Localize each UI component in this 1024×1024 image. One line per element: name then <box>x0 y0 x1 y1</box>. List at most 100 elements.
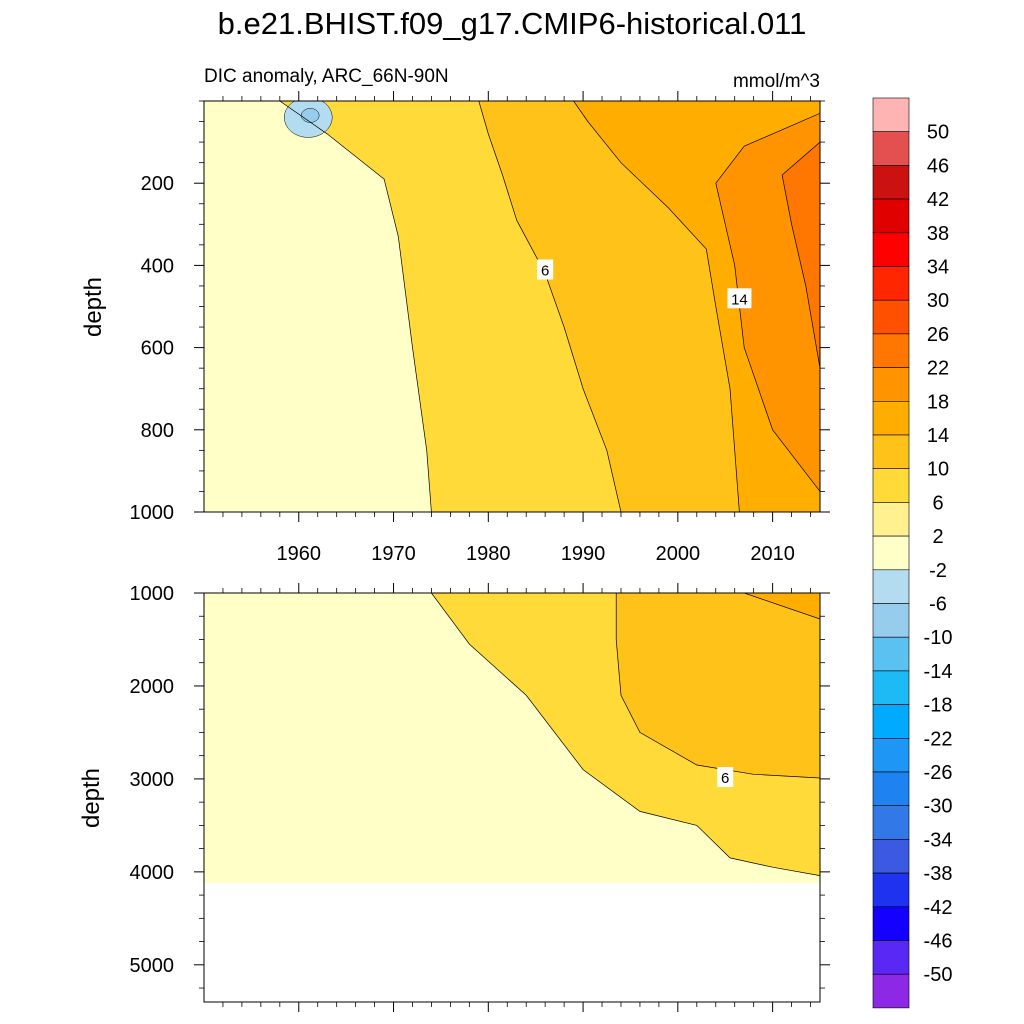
colorbar: 50 46 42 38 34 30 26 22 18 14 10 6 2 -2 -6 -10 -14 -18 -22… <box>872 97 953 1009</box>
panel-title-right: mmol/m^3 <box>733 71 820 92</box>
y-tick-label: 5000 <box>130 955 175 977</box>
x-tick-label: 1960 <box>277 543 322 565</box>
colorbar-label: 10 <box>927 459 949 481</box>
colorbar-label: -34 <box>924 829 953 851</box>
colorbar-box <box>872 131 910 166</box>
contour-fills-upper <box>204 101 820 512</box>
colorbar-box <box>872 333 910 368</box>
colorbar-label: -26 <box>924 762 953 784</box>
contour-label-text: 6 <box>721 770 729 787</box>
colorbar-label: -50 <box>924 964 953 986</box>
fill-above-6 <box>616 593 820 778</box>
x-tick-label: 1990 <box>561 543 606 565</box>
colorbar-box <box>872 266 910 301</box>
colorbar-box <box>872 737 910 773</box>
colorbar-box <box>872 704 910 739</box>
colorbar-label: 30 <box>927 290 949 312</box>
colorbar-box <box>872 367 910 402</box>
y-axis-label-upper: depth <box>80 277 107 337</box>
contour-lines-upper: 6 14 <box>279 101 820 512</box>
contour-lines-lower: 6 <box>431 593 820 876</box>
colorbar-label: 46 <box>927 155 949 177</box>
colorbar-label: 38 <box>927 223 949 245</box>
panel-upper: DIC anomaly, ARC_66N-90N mmol/m^3 depth … <box>80 66 830 565</box>
colorbar-box <box>872 232 910 267</box>
axes-upper: 200 400 600 800 1000 1960 1970 1980 1990 2000 2010 <box>130 91 830 565</box>
contour-line-2 <box>279 101 432 512</box>
panel-lower: depth 6 1000 2000 3000 4000 5000 <box>78 583 830 1012</box>
colorbar-box <box>872 468 910 503</box>
contour-line-10 <box>573 101 740 512</box>
colorbar-box <box>872 670 910 705</box>
contour-line-14 <box>715 112 820 492</box>
x-tick-label: 1970 <box>371 543 416 565</box>
colorbar-box <box>872 940 910 975</box>
colorbar-box <box>872 502 910 537</box>
colorbar-label: -14 <box>924 661 953 683</box>
colorbar-box <box>872 973 910 1009</box>
colorbar-label: -46 <box>924 931 953 953</box>
colorbar-label: 26 <box>927 324 949 346</box>
panel-title-left: DIC anomaly, ARC_66N-90N <box>204 66 449 87</box>
colorbar-label: -38 <box>924 863 953 885</box>
axes-lower: 1000 2000 3000 4000 5000 <box>130 583 830 1012</box>
colorbar-box <box>872 839 910 874</box>
colorbar-box <box>872 198 910 234</box>
colorbar-box <box>872 299 910 335</box>
colorbar-label: -2 <box>929 560 947 582</box>
colorbar-box <box>872 771 910 807</box>
colorbar-label: -18 <box>924 695 953 717</box>
no-data-region <box>204 883 820 1002</box>
colorbar-label: 34 <box>927 257 949 279</box>
contour-line-10 <box>744 593 820 620</box>
colorbar-label: 50 <box>927 122 949 144</box>
colorbar-box <box>872 603 910 638</box>
colorbar-label: 14 <box>927 425 949 447</box>
x-tick-label: 2000 <box>656 543 701 565</box>
colorbar-box <box>872 400 910 436</box>
colorbar-box <box>872 569 910 604</box>
x-tick-label: 2010 <box>750 543 795 565</box>
x-tick-label: 1980 <box>466 543 511 565</box>
colorbar-box <box>872 872 910 908</box>
contour-label-text: 6 <box>541 263 549 280</box>
colorbar-box <box>872 535 910 571</box>
colorbar-label: 2 <box>932 526 943 548</box>
y-tick-label: 200 <box>141 173 174 195</box>
y-tick-label: 3000 <box>130 769 175 791</box>
colorbar-box <box>872 165 910 200</box>
colorbar-box <box>872 636 910 672</box>
contour-line-6 <box>615 593 820 779</box>
y-tick-label: 1000 <box>130 583 175 605</box>
contour-line-2 <box>431 593 820 876</box>
colorbar-label: -10 <box>924 627 953 649</box>
colorbar-label: -30 <box>924 796 953 818</box>
y-tick-label: 400 <box>141 255 174 277</box>
colorbar-box <box>872 906 910 941</box>
y-tick-label: 600 <box>141 338 174 360</box>
colorbar-label: 18 <box>927 391 949 413</box>
contour-label-text: 14 <box>731 291 748 308</box>
colorbar-box <box>872 434 910 470</box>
plot-frame <box>203 592 821 1003</box>
figure-title: b.e21.BHIST.f09_g17.CMIP6-historical.011 <box>218 6 807 41</box>
contour-label: 6 <box>717 767 734 788</box>
colorbar-label: 42 <box>927 189 949 211</box>
colorbar-box <box>872 805 910 840</box>
y-tick-label: 2000 <box>130 676 175 698</box>
colorbar-box <box>872 97 910 133</box>
negative-anomaly-core <box>300 108 320 123</box>
contour-line-18 <box>781 141 820 369</box>
y-tick-label: 4000 <box>130 862 175 884</box>
colorbar-label: -22 <box>924 728 953 750</box>
contour-fills-lower <box>204 593 820 1002</box>
contour-label: 6 <box>537 259 554 280</box>
colorbar-label: 6 <box>932 492 943 514</box>
colorbar-label: 22 <box>927 358 949 380</box>
colorbar-label: -42 <box>924 897 953 919</box>
y-axis-label-lower: depth <box>78 768 105 828</box>
y-tick-label: 1000 <box>130 502 175 524</box>
y-tick-label: 800 <box>141 420 174 442</box>
contour-label: 14 <box>727 288 752 309</box>
